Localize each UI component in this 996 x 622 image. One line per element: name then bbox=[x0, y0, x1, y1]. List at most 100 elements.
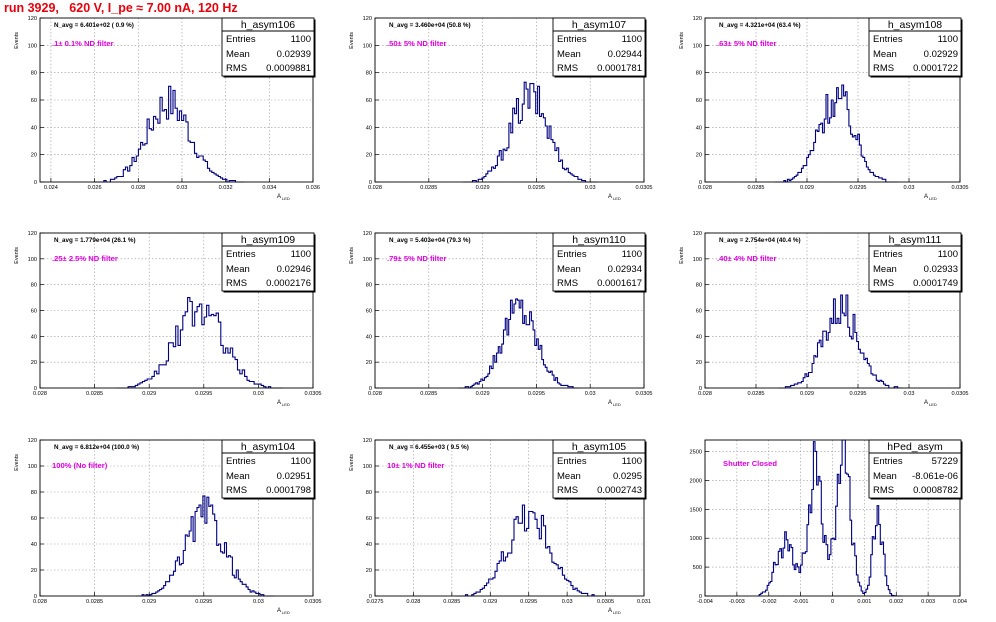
histogram-panel-h_asym105: 0.0275 0.028 0.0285 0.029 0.0295 0.03 0.0305 0.… bbox=[349, 438, 651, 615]
x-tick-label: 0.0285 bbox=[86, 599, 103, 605]
histogram-panel-h_asym109: 0.028 0.0285 0.029 0.0295 0.03 0.0305 0 20 40 60 8… bbox=[14, 231, 322, 407]
histogram-panel-h_asym110: 0.028 0.0285 0.029 0.0295 0.03 0.0305 0 20 40 60 8… bbox=[349, 231, 653, 407]
x-tick-label: 0.0285 bbox=[86, 391, 103, 397]
y-tick-label: 0 bbox=[699, 180, 702, 186]
x-tick-label: 0.034 bbox=[262, 185, 276, 191]
x-tick-label: 0.0275 bbox=[366, 599, 383, 605]
y-tick-label: 80 bbox=[366, 71, 372, 77]
y-axis-label: Events bbox=[14, 454, 20, 471]
plot-frame bbox=[704, 17, 961, 183]
x-tick-label: 0.029 bbox=[800, 391, 814, 397]
stats-box bbox=[552, 232, 646, 292]
histogram-panel-h_asym107: 0.028 0.0285 0.029 0.0295 0.03 0.0305 0 20 40 60 8… bbox=[349, 16, 653, 201]
stats-rms-label: RMS bbox=[226, 63, 247, 74]
x-tick-label: 0.029 bbox=[476, 185, 490, 191]
y-tick-label: 60 bbox=[696, 98, 702, 104]
y-tick-label: 60 bbox=[31, 98, 37, 104]
x-tick-label: 0.03 bbox=[585, 185, 596, 191]
x-tick-label: 0.028 bbox=[698, 391, 712, 397]
stats-box bbox=[868, 439, 962, 499]
stats-mean-value: 0.0295 bbox=[613, 471, 642, 482]
stats-rms-value: 0.0002176 bbox=[266, 278, 311, 289]
x-axis-label-sub: LED bbox=[613, 196, 621, 201]
y-axis-label: Events bbox=[679, 32, 685, 49]
x-axis-label: A bbox=[277, 400, 281, 406]
stats-box-title: h_asym110 bbox=[572, 234, 626, 246]
y-tick-label: 120 bbox=[28, 438, 37, 444]
y-tick-label: 40 bbox=[696, 125, 702, 131]
x-tick-label: 0.028 bbox=[33, 391, 47, 397]
y-tick-label: 120 bbox=[363, 231, 372, 237]
stats-mean-value: 0.02951 bbox=[277, 471, 311, 482]
stats-entries-value: 1100 bbox=[622, 34, 642, 45]
x-tick-label: 0.0285 bbox=[420, 391, 437, 397]
stats-box bbox=[221, 439, 315, 499]
filter-label: .25± 2.5% ND filter bbox=[52, 254, 118, 263]
histogram-line bbox=[93, 85, 245, 183]
stats-box bbox=[552, 439, 646, 499]
stats-mean-value: -8.061e-06 bbox=[912, 471, 958, 482]
y-tick-label: 20 bbox=[31, 153, 37, 159]
y-tick-label: 0 bbox=[699, 386, 702, 392]
plot-frame bbox=[374, 439, 645, 597]
navg-label: N_avg = 6.401e+02 ( 0.9 %) bbox=[54, 22, 134, 29]
x-tick-label: 0.0295 bbox=[520, 599, 537, 605]
y-tick-label: 40 bbox=[696, 334, 702, 340]
stats-box-title: h_asym108 bbox=[888, 19, 942, 31]
stats-entries-label: Entries bbox=[873, 249, 903, 260]
x-tick-label: 0.028 bbox=[698, 185, 712, 191]
x-tick-label: 0.031 bbox=[637, 599, 651, 605]
histogram-line bbox=[454, 504, 603, 597]
y-tick-label: 80 bbox=[366, 490, 372, 496]
x-tick-label: 0.002 bbox=[889, 599, 903, 605]
x-tick-label: 0.03 bbox=[904, 185, 915, 191]
y-tick-label: 100 bbox=[693, 43, 702, 49]
y-tick-label: 40 bbox=[366, 125, 372, 131]
x-axis-label: A bbox=[608, 194, 612, 200]
x-tick-label: 0.004 bbox=[953, 599, 967, 605]
y-tick-label: 120 bbox=[28, 16, 37, 22]
x-tick-label: 0.0285 bbox=[747, 391, 764, 397]
histogram-line bbox=[778, 294, 904, 389]
y-tick-label: 0 bbox=[34, 386, 37, 392]
x-axis-label: A bbox=[924, 400, 928, 406]
y-tick-label: 40 bbox=[31, 542, 37, 548]
filter-label: .63± 5% ND filter bbox=[717, 39, 776, 48]
x-tick-label: 0.029 bbox=[142, 599, 156, 605]
stats-box-title: h_asym106 bbox=[241, 19, 295, 31]
stats-box bbox=[221, 232, 315, 292]
stats-rms-label: RMS bbox=[873, 63, 894, 74]
y-tick-label: 20 bbox=[696, 360, 702, 366]
stats-entries-label: Entries bbox=[226, 249, 256, 260]
histogram-panel-h_asym108: 0.028 0.0285 0.029 0.0295 0.03 0.0305 0 20 40 60 8… bbox=[679, 16, 969, 201]
y-tick-label: 60 bbox=[366, 98, 372, 104]
plot-frame bbox=[39, 232, 314, 389]
x-tick-label: 0.028 bbox=[406, 599, 420, 605]
y-tick-label: 100 bbox=[363, 257, 372, 263]
stats-entries-value: 1100 bbox=[291, 34, 311, 45]
stats-mean-label: Mean bbox=[557, 471, 581, 482]
y-tick-label: 2500 bbox=[690, 450, 702, 456]
histogram-panel-h_asym104: 0.028 0.0285 0.029 0.0295 0.03 0.0305 0 20 40 60 8… bbox=[14, 438, 322, 615]
x-tick-label: 0.03 bbox=[562, 599, 573, 605]
x-tick-label: 0.032 bbox=[219, 185, 233, 191]
x-tick-label: 0.0285 bbox=[443, 599, 460, 605]
y-tick-label: 100 bbox=[28, 43, 37, 49]
y-tick-label: 60 bbox=[366, 309, 372, 315]
y-tick-label: 2000 bbox=[690, 478, 702, 484]
y-tick-label: 120 bbox=[28, 231, 37, 237]
y-tick-label: 20 bbox=[366, 360, 372, 366]
y-tick-label: 100 bbox=[28, 464, 37, 470]
x-tick-label: 0.024 bbox=[44, 185, 58, 191]
x-tick-label: 0.029 bbox=[476, 391, 490, 397]
stats-entries-value: 1100 bbox=[291, 249, 311, 260]
y-tick-label: 80 bbox=[696, 71, 702, 77]
stats-mean-label: Mean bbox=[873, 49, 897, 60]
stats-entries-value: 1100 bbox=[938, 34, 958, 45]
y-tick-label: 120 bbox=[693, 231, 702, 237]
x-axis-label-sub: LED bbox=[282, 610, 290, 615]
filter-label: .1± 0.1% ND filter bbox=[52, 39, 114, 48]
stats-box bbox=[221, 17, 315, 77]
y-axis-label: Events bbox=[349, 32, 355, 49]
